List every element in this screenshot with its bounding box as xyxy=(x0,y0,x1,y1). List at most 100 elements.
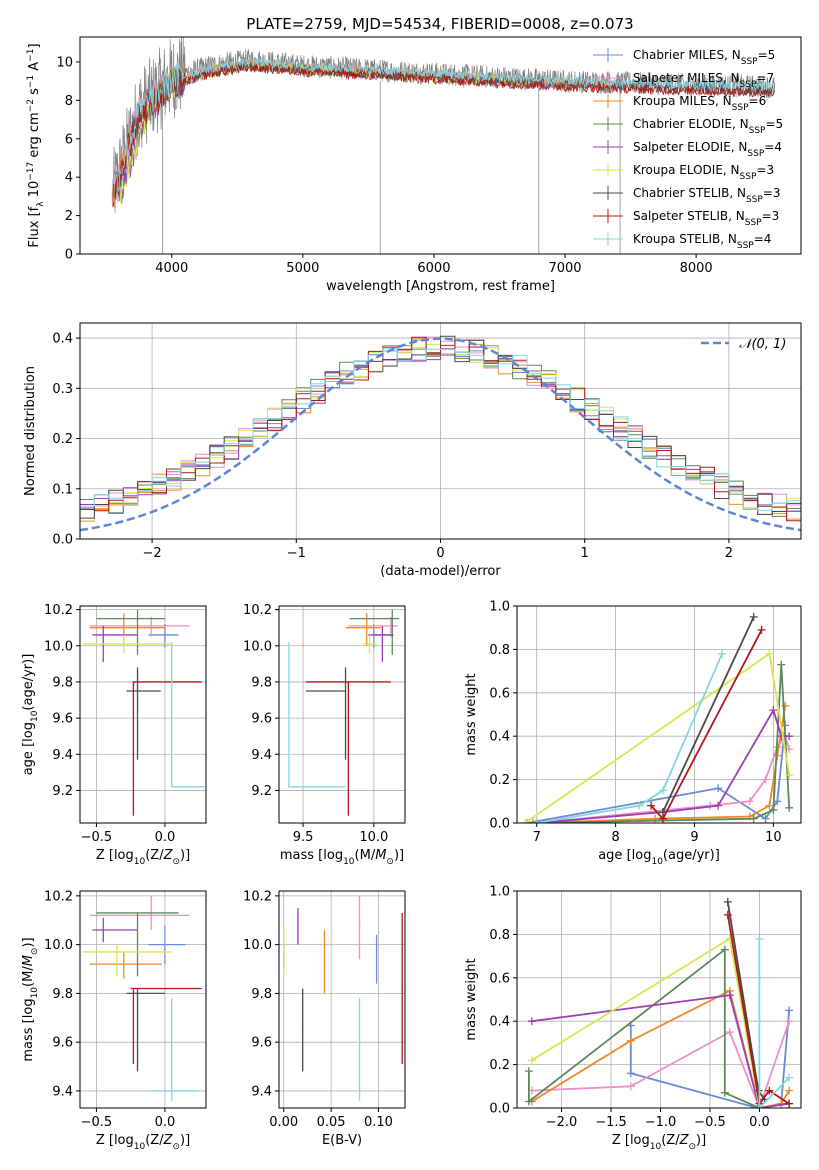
label-span: =5 xyxy=(758,48,776,62)
label-span: Chabrier MILES, N xyxy=(633,48,741,62)
label-span: Kroupa ELODIE, N xyxy=(633,163,740,177)
x-tick-label: −1.5 xyxy=(595,1115,627,1130)
label-span: )] xyxy=(21,937,36,947)
x-tick-label: 0 xyxy=(436,546,444,561)
label-span: λ xyxy=(36,201,46,207)
data-point-1 xyxy=(150,625,153,627)
label-span: )] xyxy=(696,1133,706,1148)
y-tick-label: 0.2 xyxy=(52,432,73,447)
data-point-8 xyxy=(358,1046,361,1048)
y-tick-label: 10.2 xyxy=(44,889,73,904)
weight-series-8 xyxy=(758,938,790,1108)
y-axis-label: Normed distribution xyxy=(23,366,38,496)
data-point-0 xyxy=(164,943,166,946)
label-span: Flux [f xyxy=(27,206,42,247)
label-span: −1 xyxy=(26,49,36,62)
label-span: −2 xyxy=(26,99,36,112)
y-tick-label: 4 xyxy=(65,171,73,186)
axes-frame xyxy=(79,36,802,255)
label-span: wavelength [Angstrom, rest frame] xyxy=(326,279,555,294)
legend-entry: Kroupa MILES, NSSP=6 xyxy=(633,94,766,113)
label-span: log xyxy=(114,848,134,863)
label-span: =5 xyxy=(765,117,783,131)
weight-marker-3 xyxy=(720,1088,729,1097)
axes-frame xyxy=(79,890,207,1109)
weight-marker-1 xyxy=(785,1017,794,1026)
data-point-2 xyxy=(365,626,368,629)
label-span: log xyxy=(21,998,36,1018)
x-tick-label: 7000 xyxy=(548,261,581,276)
label-span: A xyxy=(27,62,42,75)
weight-marker-5 xyxy=(765,649,774,658)
y-tick-label: 2 xyxy=(65,209,73,224)
plot-area xyxy=(82,895,202,1101)
x-tick-label: 0.05 xyxy=(317,1115,346,1130)
y-tick-label: 9.4 xyxy=(251,748,272,763)
x-tick-label: 10 xyxy=(765,830,782,845)
data-point-7 xyxy=(132,681,135,683)
data-point-6 xyxy=(136,992,139,995)
weight-marker-5 xyxy=(785,771,794,780)
label-span: 10 xyxy=(27,181,42,202)
data-point-6 xyxy=(344,690,347,692)
plot-area xyxy=(282,895,403,1101)
y-axis-label: mass weight xyxy=(464,673,479,755)
weight-marker-8 xyxy=(635,801,644,810)
weight-marker-7 xyxy=(647,801,656,810)
label-span: (data-model)/error xyxy=(380,564,501,579)
label-span: ⊙ xyxy=(30,948,40,956)
weight-marker-7 xyxy=(723,910,732,919)
data-point-2 xyxy=(123,963,125,965)
y-tick-label: 10.2 xyxy=(243,603,272,618)
data-point-3 xyxy=(136,617,139,620)
weight-marker-0 xyxy=(761,814,770,823)
x-tick-label: 10.0 xyxy=(359,830,388,845)
label-span: )] xyxy=(394,848,404,863)
y-tick-label: 1.0 xyxy=(489,885,510,900)
x-axis-label: E(B-V) xyxy=(322,1133,362,1148)
y-tick-label: 0.8 xyxy=(489,928,510,943)
y-tick-label: 8 xyxy=(65,94,73,109)
axes-frame xyxy=(516,890,802,1109)
x-axis-label: Z [log10(Z/Z⊙)] xyxy=(96,848,190,867)
y-axis-label: age [log10(age/yr)] xyxy=(21,654,40,776)
weight-marker-3 xyxy=(785,803,794,812)
label-span: SSP xyxy=(746,195,763,205)
x-tick-label: 7 xyxy=(533,830,541,845)
y-axis-label: mass [log10(M/M⊙)] xyxy=(21,937,40,1061)
weight-marker-4 xyxy=(777,732,786,741)
weight-marker-8 xyxy=(755,934,764,943)
figure-title: PLATE=2759, MJD=54534, FIBERID=0008, z=0… xyxy=(246,15,633,33)
axes-frame xyxy=(278,890,406,1109)
weight-series-6 xyxy=(662,616,755,813)
data-point-8 xyxy=(170,1090,173,1092)
weight-series-2 xyxy=(532,705,787,823)
weight-marker-7 xyxy=(757,625,766,634)
label-span: SSP xyxy=(737,241,754,251)
data-point-6 xyxy=(136,690,139,692)
label-span: )] xyxy=(180,1133,190,1148)
y-tick-label: 9.4 xyxy=(52,1084,73,1099)
y-tick-label: 9.8 xyxy=(251,987,272,1002)
legend-entry: Kroupa STELIB, NSSP=4 xyxy=(633,232,771,251)
data-point-2 xyxy=(123,626,125,629)
y-tick-label: 9.6 xyxy=(52,712,73,727)
y-tick-label: 9.8 xyxy=(52,675,73,690)
weight-marker-4 xyxy=(725,991,734,1000)
weight-marker-1 xyxy=(626,1082,635,1091)
plot-area xyxy=(111,37,776,254)
x-tick-label: 6000 xyxy=(417,261,450,276)
label-span: SSP xyxy=(740,80,757,90)
x-tick-label: 0.0 xyxy=(155,1115,176,1130)
chart-age-vs-mass: 9.5 10.0 9.2 9.4 9.6 9.8 10.0 10.2 mass [log10(M… xyxy=(243,603,406,867)
x-tick-label: −0.5 xyxy=(81,1115,113,1130)
spectrum-series-7 xyxy=(112,61,775,207)
label-span: Z xyxy=(679,1133,690,1148)
label-span: 10 xyxy=(134,1142,146,1152)
weight-marker-3 xyxy=(524,1067,533,1076)
x-tick-label: 8000 xyxy=(680,261,713,276)
data-point-1 xyxy=(358,919,361,922)
label-span: (Z/ xyxy=(145,1133,164,1148)
y-tick-label: 9.8 xyxy=(251,675,272,690)
